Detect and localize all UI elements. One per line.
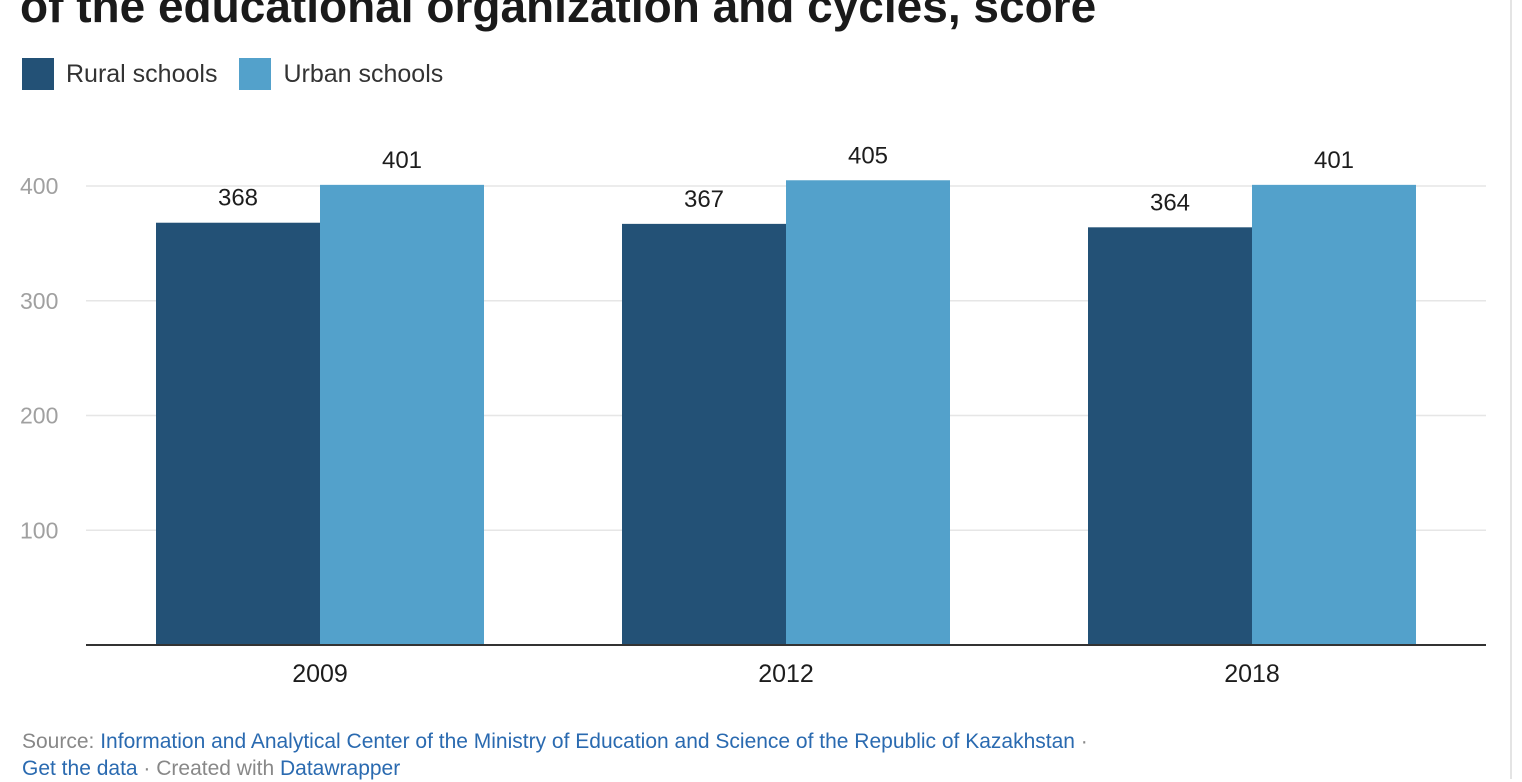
bar-rural-2009 [156,222,320,645]
data-label-rural-2018: 364 [1150,189,1190,216]
chart-title: of the educational organization and cycl… [20,0,1097,32]
bar-chart: 100 200 300 400 368 401 2009 367 405 2012 364 401 20… [20,142,1486,688]
legend-swatch-urban [239,58,272,90]
footer-separator-1: · [1074,730,1088,753]
y-tick-label-100: 100 [20,517,58,543]
bar-urban-2018 [1252,184,1416,646]
y-tick-label-200: 200 [20,403,58,429]
legend-item-rural: Rural schools [22,58,217,90]
data-label-urban-2009: 401 [382,147,422,174]
x-tick-label-2009: 2009 [292,660,348,688]
created-with-text: Created with [156,757,280,780]
legend-label-urban: Urban schools [283,59,444,88]
data-label-rural-2012: 367 [684,186,724,213]
chart-footer: Source: Information and Analytical Cente… [22,728,1088,782]
bar-urban-2012 [786,180,950,645]
bar-urban-2009 [320,184,484,646]
source-prefix: Source: [22,730,101,753]
datawrapper-link[interactable]: Datawrapper [280,757,401,780]
source-link[interactable]: Information and Analytical Center of the… [100,730,1075,753]
get-data-link[interactable]: Get the data [22,757,138,780]
data-label-rural-2009: 368 [218,185,258,212]
legend-label-rural: Rural schools [66,59,218,88]
bar-rural-2012 [622,223,786,645]
legend: Rural schools Urban schools [22,58,465,90]
y-tick-label-300: 300 [20,288,58,314]
data-label-urban-2018: 401 [1314,147,1354,174]
x-tick-label-2018: 2018 [1224,660,1280,688]
footer-separator-2: · [137,757,157,780]
frame-right-border [1510,0,1512,779]
bar-rural-2018 [1088,227,1252,645]
y-tick-label-400: 400 [20,173,58,199]
data-label-urban-2012: 405 [848,142,888,169]
footer-line-2: Get the data · Created with Datawrapper [22,755,1088,782]
legend-swatch-rural [22,58,54,90]
x-tick-label-2012: 2012 [758,660,814,688]
footer-line-1: Source: Information and Analytical Cente… [22,728,1088,755]
legend-item-urban: Urban schools [239,58,443,90]
